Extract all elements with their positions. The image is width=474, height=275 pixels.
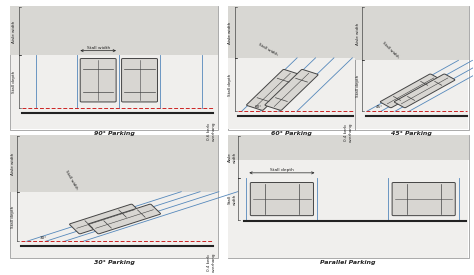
Text: Stall depth: Stall depth — [10, 205, 15, 228]
Bar — [10, 6, 218, 55]
Bar — [228, 6, 355, 129]
Text: Aisle
width: Aisle width — [228, 152, 237, 163]
Text: Stall depth: Stall depth — [12, 70, 16, 93]
Text: Stall
width: Stall width — [228, 193, 237, 205]
Text: Stall width: Stall width — [87, 46, 110, 50]
Bar — [10, 135, 218, 192]
Bar — [228, 135, 469, 258]
Text: Stall depth: Stall depth — [228, 73, 232, 96]
Text: Aisle width: Aisle width — [10, 153, 15, 175]
Text: Aisle width: Aisle width — [356, 23, 359, 45]
Text: Aisle width: Aisle width — [228, 21, 232, 44]
Text: 45° Parking: 45° Parking — [392, 131, 432, 136]
FancyBboxPatch shape — [70, 204, 142, 234]
Bar — [355, 6, 469, 60]
Bar — [10, 6, 218, 130]
Bar — [228, 6, 355, 130]
Text: Aisle width: Aisle width — [12, 20, 16, 43]
Bar — [228, 6, 355, 58]
Text: 45°: 45° — [376, 105, 383, 109]
FancyBboxPatch shape — [250, 183, 313, 216]
FancyBboxPatch shape — [246, 70, 300, 110]
FancyBboxPatch shape — [265, 70, 318, 110]
Text: Stall width: Stall width — [382, 41, 400, 59]
Bar — [10, 135, 218, 258]
Bar — [228, 135, 469, 160]
Text: Stall width: Stall width — [64, 170, 79, 191]
Text: 90° Parking: 90° Parking — [94, 131, 135, 136]
Bar — [10, 6, 218, 129]
Bar — [10, 135, 218, 258]
FancyBboxPatch shape — [88, 204, 161, 234]
Text: 60°: 60° — [255, 105, 262, 109]
FancyBboxPatch shape — [380, 74, 441, 108]
Text: Stall depth: Stall depth — [270, 168, 294, 172]
Text: 0.6 kerb
overhang: 0.6 kerb overhang — [207, 121, 215, 141]
Bar — [356, 6, 468, 129]
Text: Stall width: Stall width — [257, 42, 278, 57]
Text: 60° Parking: 60° Parking — [271, 131, 312, 136]
Text: Stall depth: Stall depth — [356, 75, 359, 97]
Text: 0.4 kerb
overhang: 0.4 kerb overhang — [344, 123, 352, 142]
Text: 0.4 kerb
overhang: 0.4 kerb overhang — [207, 253, 215, 272]
Text: 30° Parking: 30° Parking — [94, 260, 135, 265]
FancyBboxPatch shape — [80, 59, 116, 102]
FancyBboxPatch shape — [121, 59, 157, 102]
FancyBboxPatch shape — [392, 183, 455, 216]
Bar — [228, 135, 468, 258]
Text: Parallel Parking: Parallel Parking — [320, 260, 376, 265]
Text: 30°: 30° — [39, 236, 47, 240]
Bar — [355, 6, 469, 130]
FancyBboxPatch shape — [394, 74, 455, 108]
